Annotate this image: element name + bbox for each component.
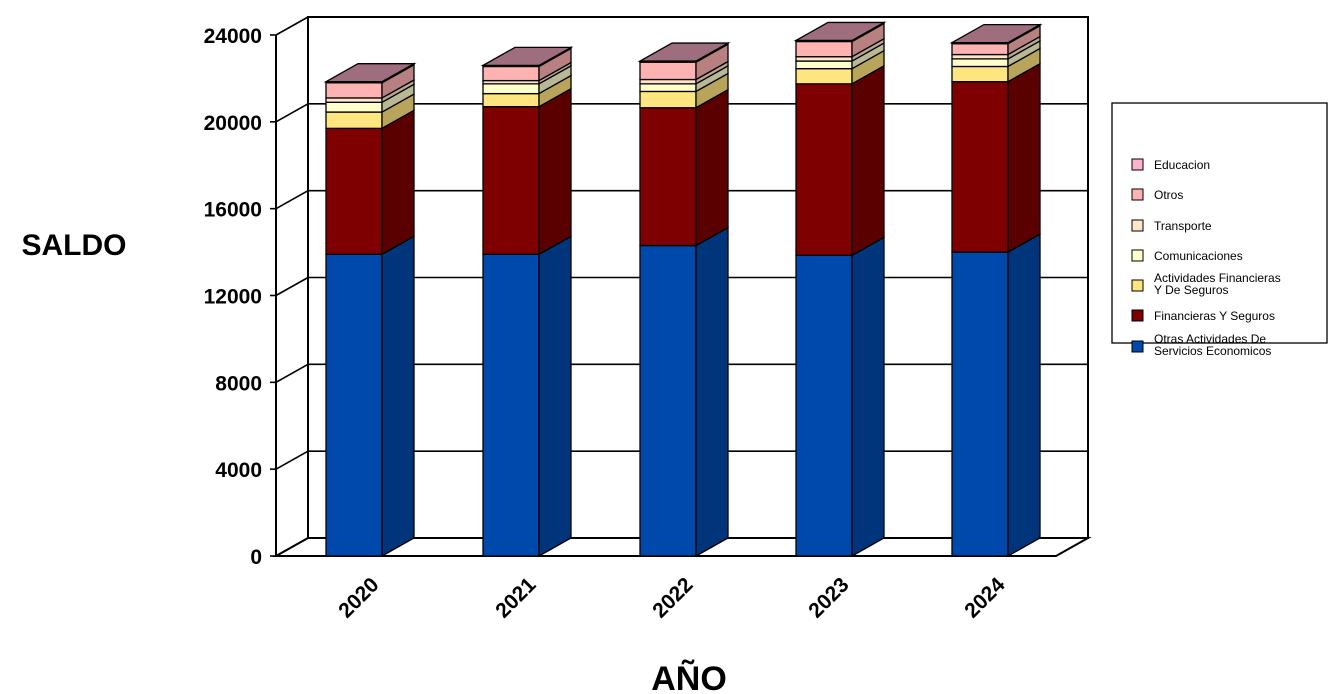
bar-segment-2024-actividades-financieras-y-de-seguros: [951, 65, 1009, 83]
legend-swatch-comunicaciones: [1131, 249, 1144, 262]
legend-label-comunicaciones: Comunicaciones: [1154, 249, 1243, 263]
bar-segment-2022-comunicaciones: [639, 83, 697, 93]
side-gridline: [275, 450, 309, 470]
bar-segment-2020-otras-actividades-de-servicios-economicos: [325, 253, 383, 557]
bar-top-2024: [949, 23, 1043, 44]
bar-segment-2023-financieras-y-seguros: [795, 83, 853, 256]
legend-swatch-otros: [1131, 188, 1144, 201]
bar-side-2023-otras-actividades-de-servicios-economicos: [851, 236, 885, 558]
bar-segment-2023-otros: [795, 40, 853, 58]
x-axis-title: AÑO: [651, 660, 727, 694]
x-tick-label: 2022: [648, 573, 697, 622]
bar-side-2024-otras-actividades-de-servicios-economicos: [1007, 232, 1041, 558]
x-tick-label: 2023: [804, 573, 853, 622]
y-tick-label: 0: [250, 546, 262, 569]
bar-segment-2021-financieras-y-seguros: [482, 105, 540, 255]
bar-segment-2022-financieras-y-seguros: [639, 107, 697, 247]
x-tick-label: 2021: [491, 573, 541, 623]
bar-segment-2024-transporte: [951, 53, 1009, 60]
bar-top-2021: [480, 46, 574, 67]
bar-segment-2022-otras-actividades-de-servicios-economicos: [639, 244, 697, 557]
bar-segment-2020-otros: [325, 82, 383, 99]
bar-segment-2020-financieras-y-seguros: [325, 127, 383, 255]
bar-segment-2020-transporte: [325, 97, 383, 103]
bar-segment-2024-comunicaciones: [951, 58, 1009, 68]
bar-segment-2024-otras-actividades-de-servicios-economicos: [951, 251, 1009, 557]
chart-tick-labels: 0 4000 8000 12000 16000 20000 24000 2020 2021 202…: [204, 25, 1010, 623]
side-gridline: [275, 16, 309, 36]
bar-stack-2024: [949, 23, 1043, 558]
bar-side-2022-otras-actividades-de-servicios-economicos: [695, 226, 729, 558]
legend-swatch-financieras-y-seguros: [1131, 309, 1144, 322]
bar-segment-2024-financieras-y-seguros: [951, 81, 1009, 253]
bar-segment-2022-actividades-financieras-y-de-seguros: [639, 90, 697, 109]
bar-side-2023-financieras-y-seguros: [851, 64, 885, 257]
bar-side-2021-financieras-y-seguros: [538, 87, 572, 256]
y-tick-label: 20000: [204, 112, 262, 135]
bar-segment-2023-comunicaciones: [795, 60, 853, 70]
bar-segment-2023-otras-actividades-de-servicios-economicos: [795, 254, 853, 557]
side-gridline: [275, 276, 309, 297]
bar-stack-2022: [637, 41, 731, 558]
bar-segment-2021-actividades-financieras-y-de-seguros: [482, 92, 540, 108]
y-tick-label: 16000: [204, 199, 262, 222]
bar-segment-2020-actividades-financieras-y-de-seguros: [325, 111, 383, 129]
bar-stack-2020: [323, 62, 417, 558]
y-axis-title: SALDO: [22, 229, 127, 262]
y-tick-label: 24000: [204, 25, 262, 48]
bar-segment-2023-transporte: [795, 56, 853, 62]
bar-top-2023: [793, 21, 887, 42]
legend-label-transporte: Transporte: [1154, 219, 1212, 233]
bar-side-2020-otras-actividades-de-servicios-economicos: [381, 235, 415, 558]
bar-top-2020: [323, 63, 417, 83]
y-tick-label: 12000: [204, 286, 262, 309]
x-tick-label: 2020: [334, 573, 383, 622]
legend-label-financieras-y-seguros: Financieras Y Seguros: [1154, 309, 1275, 323]
bar-side-2021-otras-actividades-de-servicios-economicos: [538, 235, 572, 558]
legend: Educacion Otros Transporte Comunicaciones Ac…: [1111, 102, 1328, 358]
bar-segment-2024-otros: [951, 43, 1009, 56]
legend-swatch-transporte: [1131, 219, 1144, 232]
bar-stack-2021: [480, 46, 574, 558]
legend-label-otros: Otros: [1154, 188, 1183, 202]
bar-segment-2020-comunicaciones: [325, 101, 383, 113]
y-tick-label: 8000: [215, 372, 262, 395]
legend-label-otras-actividades-de-servicios-economicos: Otras Actividades De Servicios Economicos: [1154, 332, 1271, 358]
bar-segment-2022-transporte: [639, 78, 697, 85]
legend-label-educacion: Educacion: [1154, 158, 1210, 172]
bar-side-2022-financieras-y-seguros: [695, 88, 729, 247]
bar-segment-2022-otros: [639, 61, 697, 81]
y-tick-label: 4000: [215, 459, 262, 482]
bar-segment-2023-actividades-financieras-y-de-seguros: [795, 67, 853, 85]
bar-top-2022: [637, 42, 731, 62]
bar-side-2020-financieras-y-seguros: [381, 109, 415, 256]
legend-swatch-actividades-financieras-y-de-seguros: [1131, 279, 1144, 292]
legend-label-actividades-financieras-y-de-seguros: Actividades Financieras Y De Seguros: [1154, 271, 1281, 297]
x-tick-label: 2024: [960, 573, 1010, 623]
legend-swatch-educacion: [1131, 158, 1144, 171]
bar-stack-2023: [793, 21, 887, 558]
bar-segment-2021-otros: [482, 65, 540, 82]
bar-segment-2021-otras-actividades-de-servicios-economicos: [482, 253, 540, 557]
bar-side-2024-financieras-y-seguros: [1007, 62, 1041, 254]
legend-swatch-otras-actividades-de-servicios-economicos: [1131, 340, 1144, 353]
bar-segment-2021-comunicaciones: [482, 83, 540, 95]
legend-box: [1111, 102, 1328, 344]
chart-bars: [323, 21, 1043, 558]
side-gridline: [275, 363, 309, 384]
side-gridline: [275, 103, 309, 123]
side-gridline: [275, 189, 309, 210]
